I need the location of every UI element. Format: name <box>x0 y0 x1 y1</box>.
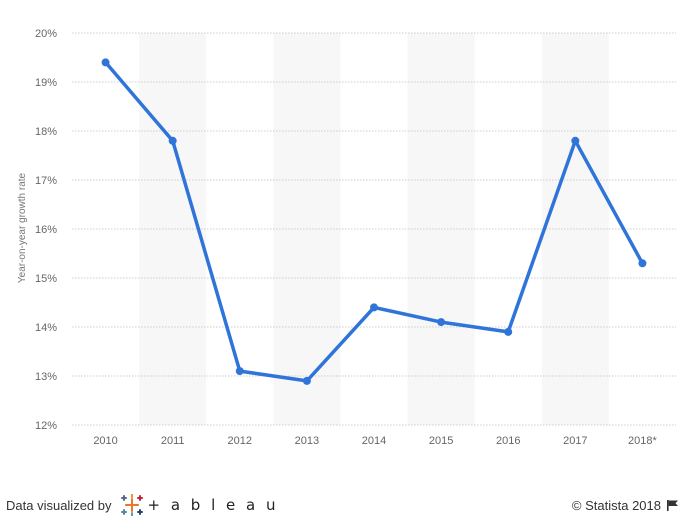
y-tick-label: 19% <box>35 77 57 89</box>
y-tick-label: 18% <box>35 126 57 138</box>
x-tick-label: 2010 <box>93 435 117 447</box>
flag-icon[interactable] <box>667 499 679 511</box>
data-point[interactable] <box>437 318 446 327</box>
x-axis-ticks: 2010 2011 2012 2013 2014 2015 2016 2017 2018* <box>93 435 657 447</box>
data-point[interactable] <box>504 327 513 336</box>
data-point[interactable] <box>571 136 580 145</box>
y-tick-label: 14% <box>35 322 57 334</box>
x-tick-label: 2014 <box>362 435 386 447</box>
x-tick-label: 2013 <box>295 435 319 447</box>
data-point[interactable] <box>168 136 177 145</box>
y-tick-label: 13% <box>35 371 57 383</box>
data-point[interactable] <box>370 303 378 312</box>
data-point[interactable] <box>101 58 110 67</box>
data-point[interactable] <box>235 367 244 376</box>
y-tick-label: 15% <box>35 273 57 285</box>
x-tick-label: 2017 <box>563 435 587 447</box>
tableau-cross-icon <box>120 494 143 516</box>
footer-credit: Data visualized by + a b l e a u <box>6 494 279 516</box>
statista-copyright: © Statista 2018 <box>571 497 661 513</box>
data-point[interactable] <box>302 376 311 385</box>
data-visualized-by-text: Data visualized by <box>6 497 112 513</box>
chart: 12% 13% 14% 15% 16% 17% 18% 19% 20% 2010 2011 2012… <box>17 28 676 447</box>
x-tick-label: 2015 <box>429 435 453 447</box>
tableau-logo[interactable]: + a b l e a u <box>120 494 279 516</box>
y-axis-ticks: 12% 13% 14% 15% 16% 17% 18% 19% 20% <box>35 28 57 432</box>
data-point[interactable] <box>638 259 647 268</box>
x-tick-label: 2018* <box>628 435 657 447</box>
y-tick-label: 16% <box>35 224 57 236</box>
x-tick-label: 2011 <box>161 435 185 447</box>
x-tick-label: 2012 <box>228 435 252 447</box>
y-tick-label: 12% <box>35 420 57 432</box>
band-7 <box>541 33 609 425</box>
y-axis-label: Year-on-year growth rate <box>17 172 28 283</box>
x-tick-label: 2016 <box>496 435 520 447</box>
tableau-wordmark: + a b l e a u <box>147 496 279 514</box>
footer-copyright: © Statista 2018 <box>572 494 679 516</box>
y-tick-label: 20% <box>35 28 57 40</box>
series-group <box>101 58 647 385</box>
y-tick-label: 17% <box>35 175 57 187</box>
